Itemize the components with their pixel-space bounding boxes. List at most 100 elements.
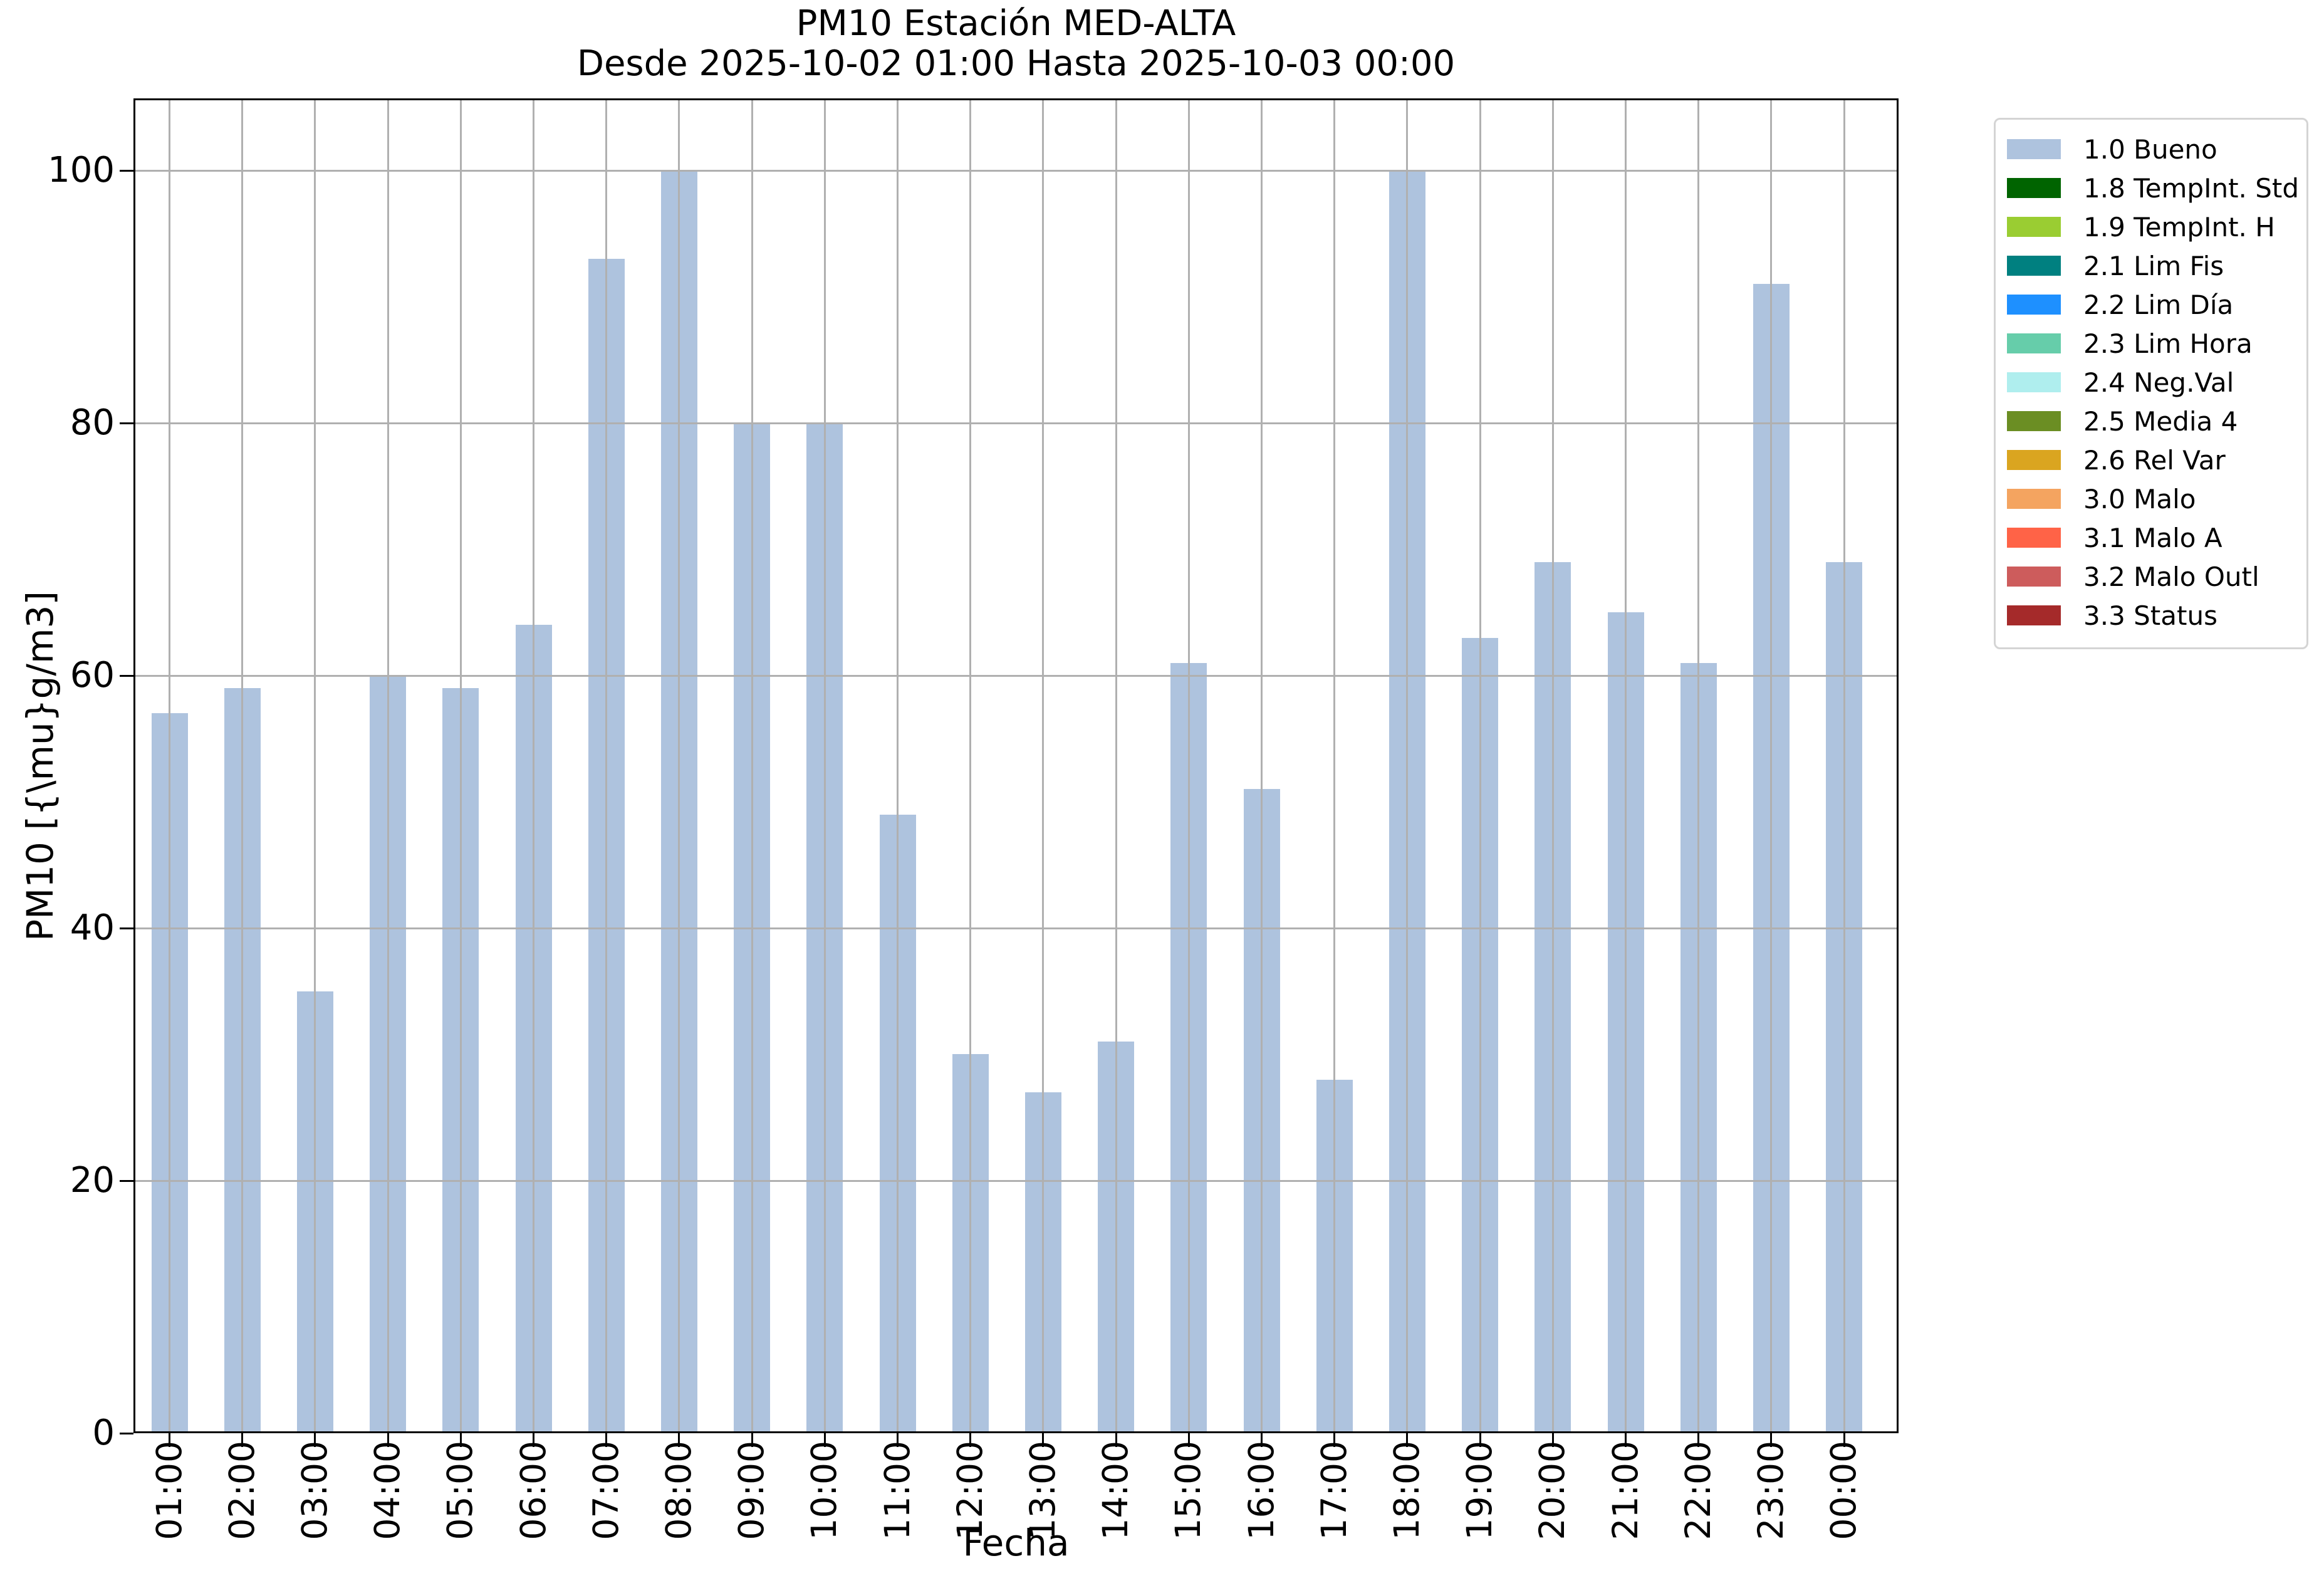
- legend-item: 2.1 Lim Fis: [2007, 246, 2306, 285]
- y-axis-label: PM10 [{\mu}g/m3]: [19, 590, 61, 941]
- x-tick-label-wrap: 08:00: [659, 1441, 699, 1543]
- x-tick-label-wrap: 19:00: [1459, 1441, 1500, 1543]
- x-tick-label: 01:00: [149, 1441, 189, 1540]
- y-tick: [120, 1179, 133, 1182]
- y-tick-label: 40: [70, 907, 115, 948]
- x-gridline: [1770, 98, 1773, 1433]
- legend-item-label: 2.2 Lim Día: [2083, 289, 2234, 320]
- legend-item-label: 2.5 Media 4: [2083, 405, 2238, 437]
- y-tick-label: 0: [92, 1413, 115, 1453]
- x-tick-label-wrap: 18:00: [1387, 1441, 1427, 1543]
- legend-item: 2.2 Lim Día: [2007, 285, 2306, 324]
- y-gridline: [133, 927, 1899, 929]
- x-tick-label: 06:00: [513, 1441, 553, 1540]
- x-tick-label: 12:00: [949, 1441, 990, 1540]
- x-tick-label-wrap: 20:00: [1532, 1441, 1572, 1543]
- x-tick: [1770, 1433, 1773, 1447]
- x-tick: [823, 1433, 826, 1447]
- x-tick-label-wrap: 12:00: [949, 1441, 990, 1543]
- x-gridline: [1479, 98, 1481, 1433]
- x-tick: [1261, 1433, 1263, 1447]
- legend-item: 2.4 Neg.Val: [2007, 363, 2306, 402]
- legend-swatch: [2007, 489, 2061, 509]
- x-gridline: [678, 98, 680, 1433]
- x-tick-label-wrap: 17:00: [1314, 1441, 1354, 1543]
- legend-item-label: 3.3 Status: [2083, 600, 2217, 631]
- x-gridline: [1042, 98, 1045, 1433]
- x-tick-label-wrap: 21:00: [1605, 1441, 1645, 1543]
- x-gridline: [823, 98, 826, 1433]
- x-tick-label-wrap: 09:00: [731, 1441, 771, 1543]
- x-tick: [169, 1433, 170, 1447]
- legend-swatch: [2007, 178, 2061, 198]
- legend-swatch: [2007, 333, 2061, 353]
- x-tick-label: 08:00: [659, 1441, 699, 1540]
- legend-item: 2.3 Lim Hora: [2007, 324, 2306, 363]
- y-gridline: [133, 169, 1899, 172]
- x-tick: [1115, 1433, 1117, 1447]
- plot-area: [133, 98, 1899, 1433]
- y-tick: [120, 927, 133, 929]
- x-tick-label-wrap: 03:00: [294, 1441, 335, 1543]
- x-tick: [1479, 1433, 1481, 1447]
- x-tick-label-wrap: 02:00: [221, 1441, 262, 1543]
- x-tick-label: 23:00: [1751, 1441, 1791, 1540]
- x-tick-label: 07:00: [585, 1441, 626, 1540]
- x-tick: [533, 1433, 534, 1447]
- x-gridline: [1333, 98, 1336, 1433]
- legend-item-label: 3.2 Malo Outl: [2083, 561, 2259, 592]
- x-tick-label: 19:00: [1459, 1441, 1500, 1540]
- x-tick-label-wrap: 00:00: [1823, 1441, 1864, 1543]
- legend-swatch: [2007, 256, 2061, 276]
- x-gridline: [533, 98, 534, 1433]
- y-gridline: [133, 422, 1899, 424]
- y-tick-label: 80: [70, 402, 115, 443]
- legend-swatch: [2007, 217, 2061, 237]
- x-tick-label: 10:00: [804, 1441, 845, 1540]
- x-gridline: [1261, 98, 1263, 1433]
- chart-title-block: PM10 Estación MED-ALTA Desde 2025-10-02 …: [133, 3, 1899, 85]
- x-tick-label: 22:00: [1677, 1441, 1718, 1540]
- legend-item: 2.5 Media 4: [2007, 402, 2306, 441]
- x-gridline: [1551, 98, 1554, 1433]
- x-tick: [751, 1433, 753, 1447]
- x-tick-label-wrap: 01:00: [149, 1441, 189, 1543]
- y-tick: [120, 422, 133, 424]
- x-tick-label: 13:00: [1023, 1441, 1063, 1540]
- x-tick: [1406, 1433, 1409, 1447]
- legend-item-label: 3.0 Malo: [2083, 483, 2196, 515]
- x-tick: [241, 1433, 244, 1447]
- y-tick-label: 100: [48, 150, 115, 191]
- x-tick: [1843, 1433, 1845, 1447]
- x-gridline: [314, 98, 316, 1433]
- x-tick-label: 03:00: [294, 1441, 335, 1540]
- x-tick: [678, 1433, 680, 1447]
- x-tick-label: 05:00: [440, 1441, 481, 1540]
- x-gridline: [1697, 98, 1700, 1433]
- legend-item-label: 2.1 Lim Fis: [2083, 250, 2224, 281]
- legend-item-label: 3.1 Malo A: [2083, 522, 2222, 553]
- y-gridline: [133, 674, 1899, 677]
- x-tick-label: 18:00: [1387, 1441, 1427, 1540]
- x-axis-label: Fecha: [962, 1522, 1070, 1564]
- x-tick-label: 04:00: [367, 1441, 408, 1540]
- y-tick-label: 60: [70, 655, 115, 696]
- x-gridline: [241, 98, 244, 1433]
- legend-item: 1.8 TempInt. Std: [2007, 169, 2306, 207]
- x-tick-label-wrap: 04:00: [367, 1441, 408, 1543]
- y-tick: [120, 674, 133, 677]
- legend-item-label: 1.8 TempInt. Std: [2083, 172, 2300, 204]
- legend-item-label: 2.4 Neg.Val: [2083, 367, 2234, 398]
- x-tick-label: 02:00: [221, 1441, 262, 1540]
- legend-swatch: [2007, 450, 2061, 470]
- x-gridline: [387, 98, 389, 1433]
- x-tick-label: 00:00: [1823, 1441, 1864, 1540]
- legend-swatch: [2007, 139, 2061, 159]
- x-tick-label-wrap: 13:00: [1023, 1441, 1063, 1543]
- chart-title: PM10 Estación MED-ALTA: [796, 3, 1236, 44]
- legend-item-label: 1.9 TempInt. H: [2083, 211, 2275, 243]
- legend-swatch: [2007, 528, 2061, 548]
- x-tick: [1551, 1433, 1554, 1447]
- y-gridline: [133, 1179, 1899, 1182]
- legend-swatch: [2007, 295, 2061, 315]
